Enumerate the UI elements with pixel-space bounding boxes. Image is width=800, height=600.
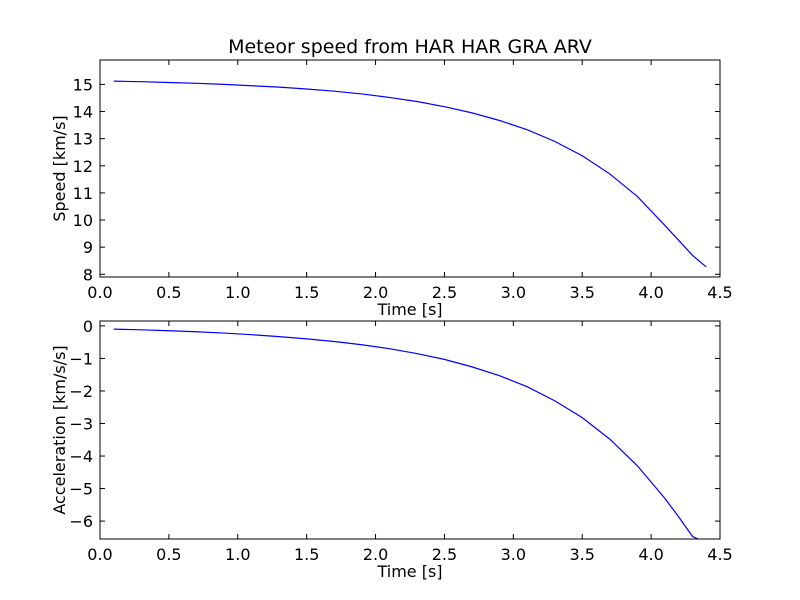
speed-ytick-label: 15 [73,75,93,94]
speed-axes-frame [99,59,721,278]
accel-y-axis-label: Acceleration [km/s/s] [50,345,69,514]
speed-xtick-label: 1.0 [225,283,250,302]
speed-xtick-label: 3.0 [501,283,526,302]
accel-xtick-label: 0.5 [156,545,181,564]
accel-x-axis-label: Time [s] [376,562,442,581]
speed-ytick-label: 12 [73,157,93,176]
accel-xtick-label: 3.0 [501,545,526,564]
speed-ytick-label: 14 [73,103,93,122]
speed-xtick-label: 4.0 [638,283,663,302]
accel-xtick-label: 2.0 [363,545,388,564]
accel-ytick-label: −2 [69,382,93,401]
accel-axes-frame [99,320,721,540]
speed-xtick-label: 3.5 [569,283,594,302]
speed-ytick-label: 13 [73,130,93,149]
speed-xtick-label: 0.5 [156,283,181,302]
accel-xtick-label: 0.0 [87,545,112,564]
accel-xtick-label: 1.5 [294,545,319,564]
speed-xtick-label: 2.5 [432,283,457,302]
speed-y-axis-label: Speed [km/s] [50,115,69,221]
speed-ytick-label: 11 [73,184,93,203]
accel-xtick-label: 2.5 [432,545,457,564]
speed-ytick-label: 8 [83,265,93,284]
accel-ytick-label: −1 [69,349,93,368]
accel-series-line [113,328,699,539]
accel-xtick-label: 3.5 [569,545,594,564]
speed-x-axis-label: Time [s] [376,300,442,319]
speed-xtick-label: 1.5 [294,283,319,302]
speed-plot: 0.0 0.5 1.0 1.5 2.0 2.5 3.0 3.5 4.0 4.5 8 9 10 11 12 13… [50,59,733,319]
accel-ytick-label: 0 [83,317,93,336]
speed-ytick-label: 9 [83,238,93,257]
accel-ytick-label: −6 [69,512,93,531]
speed-xtick-label: 0.0 [87,283,112,302]
accel-ytick-label: −4 [69,447,93,466]
accel-xtick-label: 4.0 [638,545,663,564]
acceleration-plot: 0.0 0.5 1.0 1.5 2.0 2.5 3.0 3.5 4.0 4.5 0 −1 −2 −3 −4 −… [50,317,733,581]
accel-ytick-label: −5 [69,480,93,499]
speed-ytick-label: 10 [73,211,93,230]
speed-xtick-label: 2.0 [363,283,388,302]
speed-series-line [113,80,707,268]
figure-title: Meteor speed from HAR HAR GRA ARV [228,36,592,58]
accel-xtick-label: 4.5 [707,545,732,564]
speed-xtick-label: 4.5 [707,283,732,302]
accel-ytick-label: −3 [69,414,93,433]
accel-xtick-label: 1.0 [225,545,250,564]
